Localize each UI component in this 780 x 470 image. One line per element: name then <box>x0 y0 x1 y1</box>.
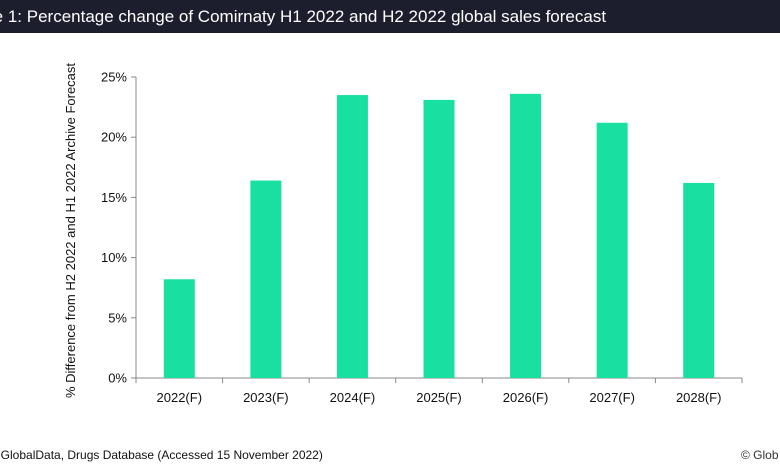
y-tick-labels: 0% 5% 10% 15% 20% 25% <box>101 70 127 386</box>
x-tick-label: 2027(F) <box>589 390 635 405</box>
chart-bars <box>163 93 715 378</box>
x-tick-label: 2024(F) <box>330 390 376 405</box>
y-axis-label: % Difference from H2 2022 and H1 2022 Ar… <box>63 63 78 398</box>
bar <box>163 279 195 378</box>
brand-credit: © Glob <box>741 448 779 462</box>
y-tick-label: 20% <box>101 130 127 145</box>
figure-title-bar: re 1: Percentage change of Comirnaty H1 … <box>0 0 780 33</box>
bar <box>510 93 542 378</box>
y-tick-label: 15% <box>101 190 127 205</box>
source-bar: : GlobalData, Drugs Database (Accessed 1… <box>0 440 780 470</box>
bar <box>336 95 368 378</box>
bar <box>683 182 715 378</box>
x-tick-label: 2023(F) <box>243 390 289 405</box>
bar <box>596 122 628 378</box>
x-tick-label: 2022(F) <box>157 390 203 405</box>
x-tick-label: 2025(F) <box>416 390 462 405</box>
chart-axes <box>131 76 743 383</box>
y-tick-label: 10% <box>101 250 127 265</box>
x-tick-labels: 2022(F) 2023(F) 2024(F) 2025(F) 2026(F) 2027(… <box>157 390 722 405</box>
bar <box>250 180 282 378</box>
x-tick-label: 2028(F) <box>676 390 722 405</box>
x-tick-label: 2026(F) <box>503 390 549 405</box>
figure-title: re 1: Percentage change of Comirnaty H1 … <box>0 7 607 26</box>
y-tick-label: 5% <box>108 310 127 325</box>
y-tick-label: 25% <box>101 70 127 85</box>
source-note: : GlobalData, Drugs Database (Accessed 1… <box>0 448 323 462</box>
bar-chart: 2022(F) 2023(F) 2024(F) 2025(F) 2026(F) 2027(… <box>63 63 743 405</box>
bar <box>423 99 455 378</box>
y-tick-label: 0% <box>108 371 127 386</box>
